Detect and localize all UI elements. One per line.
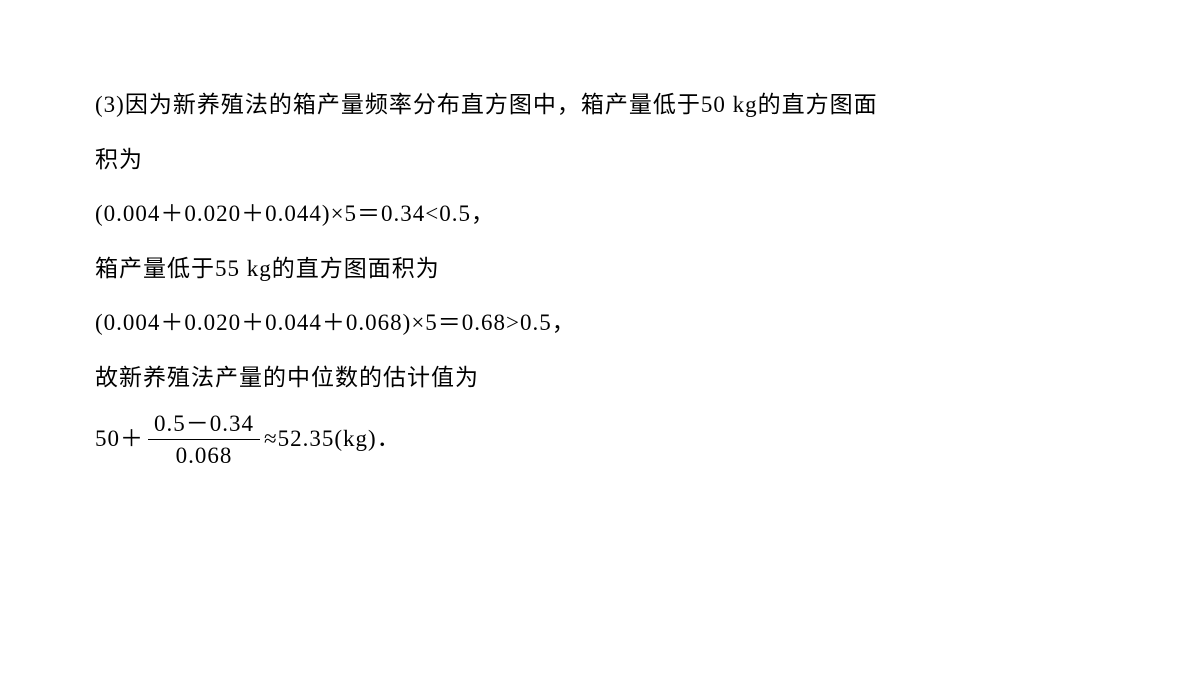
text-line-1: (3)因为新养殖法的箱产量频率分布直方图中，箱产量低于50 kg的直方图面 — [95, 80, 1105, 131]
text-line-6: 故新养殖法产量的中位数的估计值为 — [95, 353, 1105, 404]
formula-suffix: ≈52.35(kg)． — [264, 414, 401, 465]
fraction: 0.5－0.34 0.068 — [148, 410, 260, 470]
fraction-numerator: 0.5－0.34 — [148, 410, 260, 441]
text-line-3: (0.004＋0.020＋0.044)×5＝0.34<0.5， — [95, 189, 1105, 240]
text-line-4: 箱产量低于55 kg的直方图面积为 — [95, 244, 1105, 295]
formula-prefix: 50＋ — [95, 414, 144, 465]
fraction-denominator: 0.068 — [170, 440, 239, 470]
math-solution-text: (3)因为新养殖法的箱产量频率分布直方图中，箱产量低于50 kg的直方图面 积为… — [95, 80, 1105, 470]
text-line-2: 积为 — [95, 135, 1105, 186]
text-line-5: (0.004＋0.020＋0.044＋0.068)×5＝0.68>0.5， — [95, 298, 1105, 349]
formula-line: 50＋ 0.5－0.34 0.068 ≈52.35(kg)． — [95, 410, 1105, 470]
